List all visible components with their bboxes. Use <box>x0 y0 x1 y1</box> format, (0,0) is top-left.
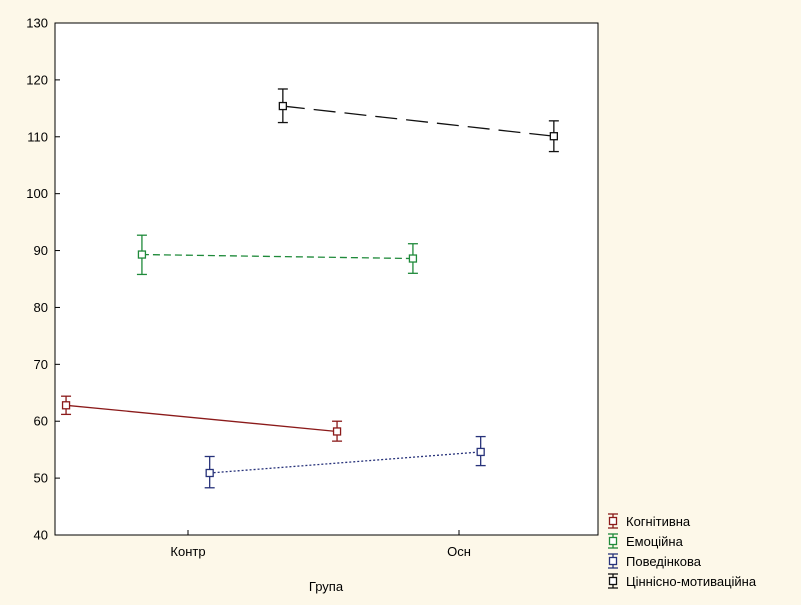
data-point <box>332 427 342 436</box>
series-4 <box>277 88 559 153</box>
x-tick-label: Осн <box>447 544 471 559</box>
series-layer <box>61 88 559 489</box>
y-tick-label: 130 <box>26 16 48 31</box>
legend-label: Поведінкова <box>626 554 702 569</box>
x-axis: Контр Осн <box>170 530 471 559</box>
data-point <box>205 468 214 478</box>
data-point <box>476 447 485 457</box>
y-tick-label: 40 <box>34 528 48 543</box>
legend-label: Когнітивна <box>626 514 691 529</box>
y-axis: 40 50 60 70 80 90 100 110 120 130 <box>26 16 60 543</box>
series-2 <box>136 234 418 276</box>
data-point <box>278 101 288 111</box>
legend-marker <box>608 576 618 586</box>
y-tick-label: 90 <box>34 243 48 258</box>
series-line <box>282 105 554 137</box>
y-tick-label: 80 <box>34 300 48 315</box>
plot-area <box>54 22 599 536</box>
y-tick-label: 110 <box>27 129 48 144</box>
legend-item: Поведінкова <box>608 553 702 569</box>
series-3 <box>204 435 486 489</box>
series-line <box>209 451 481 474</box>
legend-marker <box>608 556 618 566</box>
legend-marker <box>608 516 618 526</box>
data-point <box>137 250 147 259</box>
data-point <box>549 132 558 141</box>
legend-marker <box>608 536 618 546</box>
series-line <box>141 253 413 260</box>
series-line <box>65 404 338 433</box>
legend-item: Когнітивна <box>608 513 691 529</box>
legend-item: Ціннісно-мотиваційна <box>608 573 757 589</box>
legend-item: Емоційна <box>608 533 684 549</box>
x-axis-title: Група <box>309 579 344 594</box>
y-tick-label: 70 <box>34 357 48 372</box>
y-tick-label: 50 <box>34 471 48 486</box>
legend: Когнітивна Емоційна Поведінкова Ціннісно-мо… <box>608 513 757 589</box>
y-tick-label: 120 <box>26 72 48 87</box>
legend-label: Емоційна <box>626 534 684 549</box>
data-point <box>408 254 418 263</box>
legend-label: Ціннісно-мотиваційна <box>626 574 757 589</box>
y-tick-label: 60 <box>34 414 48 429</box>
data-point <box>61 401 71 410</box>
y-tick-label: 100 <box>26 186 48 201</box>
x-tick-label: Контр <box>170 544 205 559</box>
series-1 <box>61 395 343 442</box>
